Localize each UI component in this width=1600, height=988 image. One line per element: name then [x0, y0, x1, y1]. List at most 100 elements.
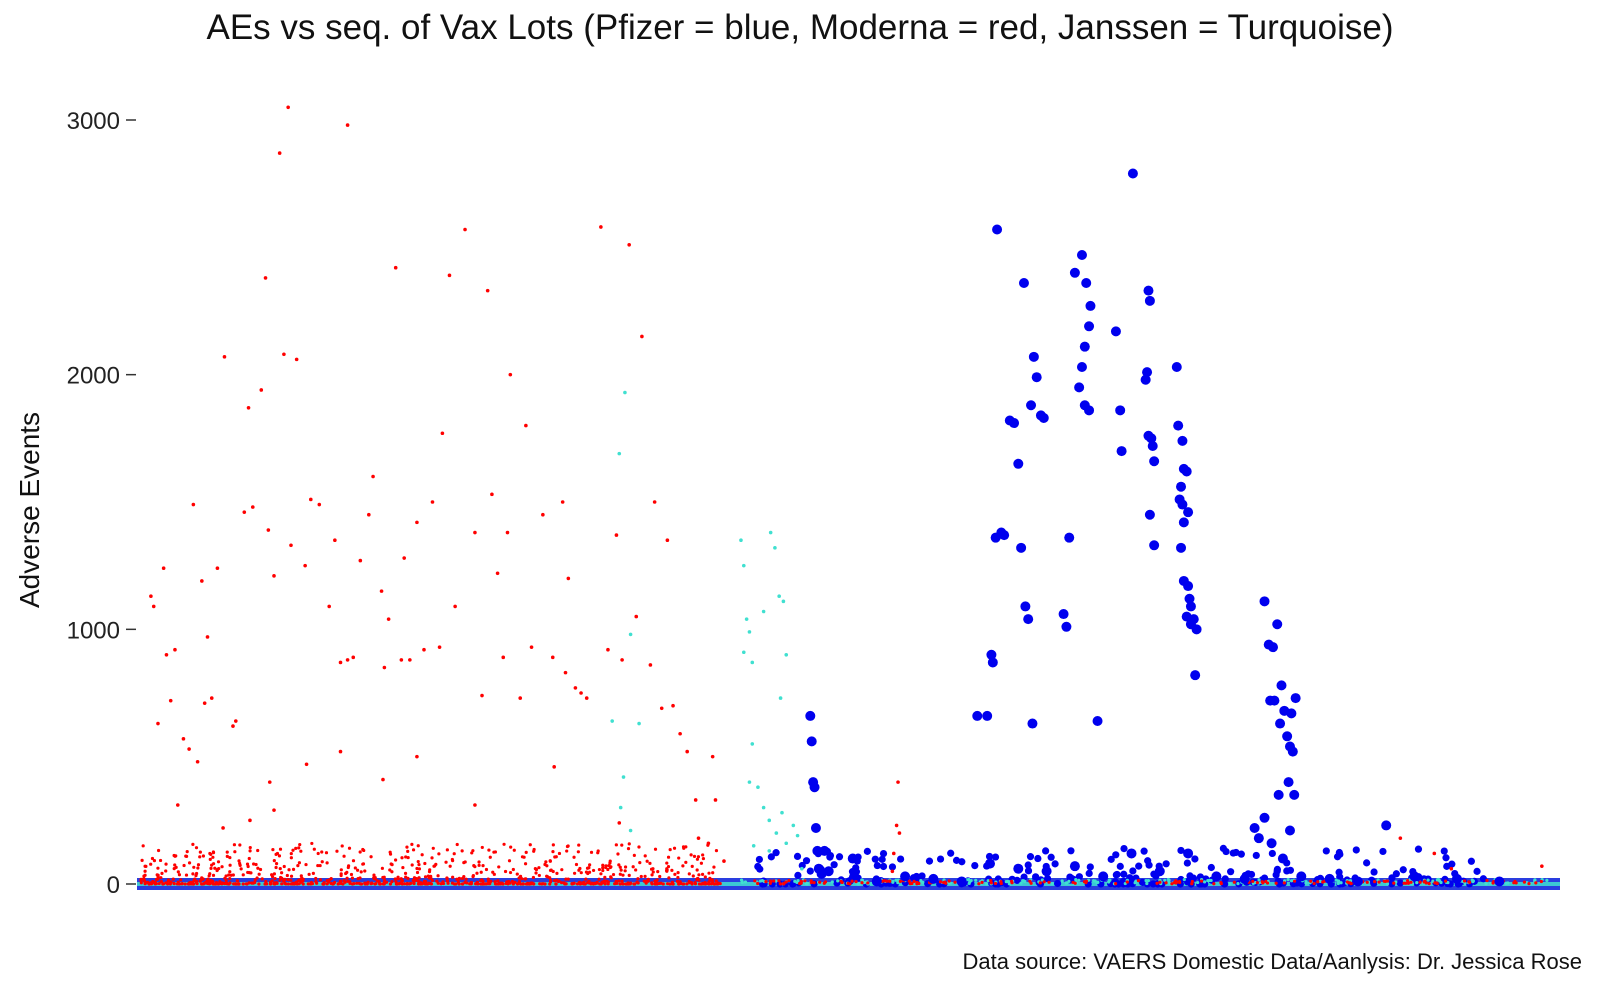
density-point	[986, 879, 990, 883]
density-point	[818, 880, 822, 884]
data-point	[1181, 466, 1192, 477]
density-point	[769, 879, 773, 884]
data-point	[430, 500, 435, 504]
y-tick-label: 2000	[67, 363, 120, 390]
density-point	[1020, 873, 1028, 881]
density-point	[307, 872, 311, 876]
density-point	[247, 871, 251, 875]
density-point	[836, 879, 840, 883]
density-point	[209, 866, 213, 870]
data-point	[627, 242, 631, 247]
density-point	[278, 878, 282, 882]
density-point	[548, 859, 552, 863]
data-point	[579, 691, 583, 695]
density-point	[140, 858, 144, 862]
density-point	[235, 879, 239, 883]
data-point	[987, 657, 998, 668]
density-point	[393, 858, 398, 862]
data-point	[696, 836, 701, 840]
density-point	[289, 874, 294, 878]
density-point	[1399, 866, 1407, 874]
data-point	[1041, 866, 1052, 877]
density-point	[1174, 881, 1178, 885]
density-point	[882, 879, 887, 883]
density-point	[850, 879, 854, 883]
density-point	[575, 882, 580, 886]
density-point	[350, 876, 355, 880]
density-point	[156, 848, 161, 853]
density-point	[168, 882, 172, 886]
density-point	[475, 871, 479, 875]
density-point	[618, 865, 622, 869]
density-point	[215, 882, 219, 886]
data-point	[246, 405, 251, 410]
data-point	[560, 500, 565, 504]
density-point	[1427, 882, 1431, 886]
density-point	[1010, 879, 1014, 883]
density-point	[638, 861, 642, 865]
density-point	[241, 882, 245, 886]
data-point	[304, 762, 309, 767]
density-point	[701, 856, 706, 861]
density-point	[423, 882, 427, 886]
density-point	[437, 852, 441, 856]
data-point	[164, 653, 169, 657]
density-point	[1424, 881, 1428, 885]
density-point	[774, 879, 778, 883]
data-point	[1275, 718, 1286, 729]
density-point	[497, 865, 501, 869]
density-point	[1435, 881, 1439, 886]
density-point	[860, 881, 864, 885]
data-point	[495, 571, 500, 576]
density-point	[1321, 880, 1325, 884]
density-point	[520, 877, 524, 881]
density-point	[1274, 881, 1278, 885]
density-point	[412, 878, 417, 882]
density-point	[237, 882, 241, 886]
density-point	[1084, 879, 1089, 883]
density-point	[155, 873, 159, 877]
density-point	[164, 862, 168, 866]
density-point	[372, 876, 376, 880]
data-point	[1058, 609, 1069, 620]
density-point	[460, 876, 465, 881]
density-point	[301, 882, 305, 886]
density-point	[479, 870, 483, 874]
density-point	[1473, 867, 1481, 875]
data-point	[1064, 532, 1075, 543]
data-point	[809, 782, 820, 793]
density-point	[475, 882, 480, 886]
density-point	[301, 879, 305, 883]
density-point	[1370, 868, 1378, 876]
density-point	[1073, 881, 1077, 885]
density-point	[692, 854, 697, 858]
density-point	[989, 878, 993, 883]
density-point	[772, 879, 776, 883]
density-point	[601, 863, 605, 867]
density-point	[629, 881, 633, 885]
data-point	[1031, 372, 1042, 383]
density-point	[1107, 855, 1115, 863]
density-point	[415, 870, 420, 875]
density-point	[208, 857, 212, 862]
density-point	[273, 877, 277, 881]
density-point	[618, 872, 622, 876]
data-point	[1183, 848, 1194, 859]
density-point	[381, 882, 385, 886]
density-point	[238, 843, 242, 847]
density-point	[559, 881, 564, 885]
density-point	[714, 879, 718, 883]
density-point	[1237, 850, 1245, 858]
density-point	[591, 868, 596, 873]
density-point	[152, 858, 157, 863]
density-point	[460, 849, 464, 853]
density-point	[534, 871, 538, 875]
density-point	[154, 882, 158, 886]
data-point	[1092, 716, 1103, 727]
density-point	[1174, 879, 1178, 883]
data-point	[1069, 861, 1080, 872]
data-point	[791, 823, 796, 828]
density-point	[632, 853, 636, 857]
data-point	[1028, 351, 1039, 362]
density-point	[898, 879, 902, 883]
